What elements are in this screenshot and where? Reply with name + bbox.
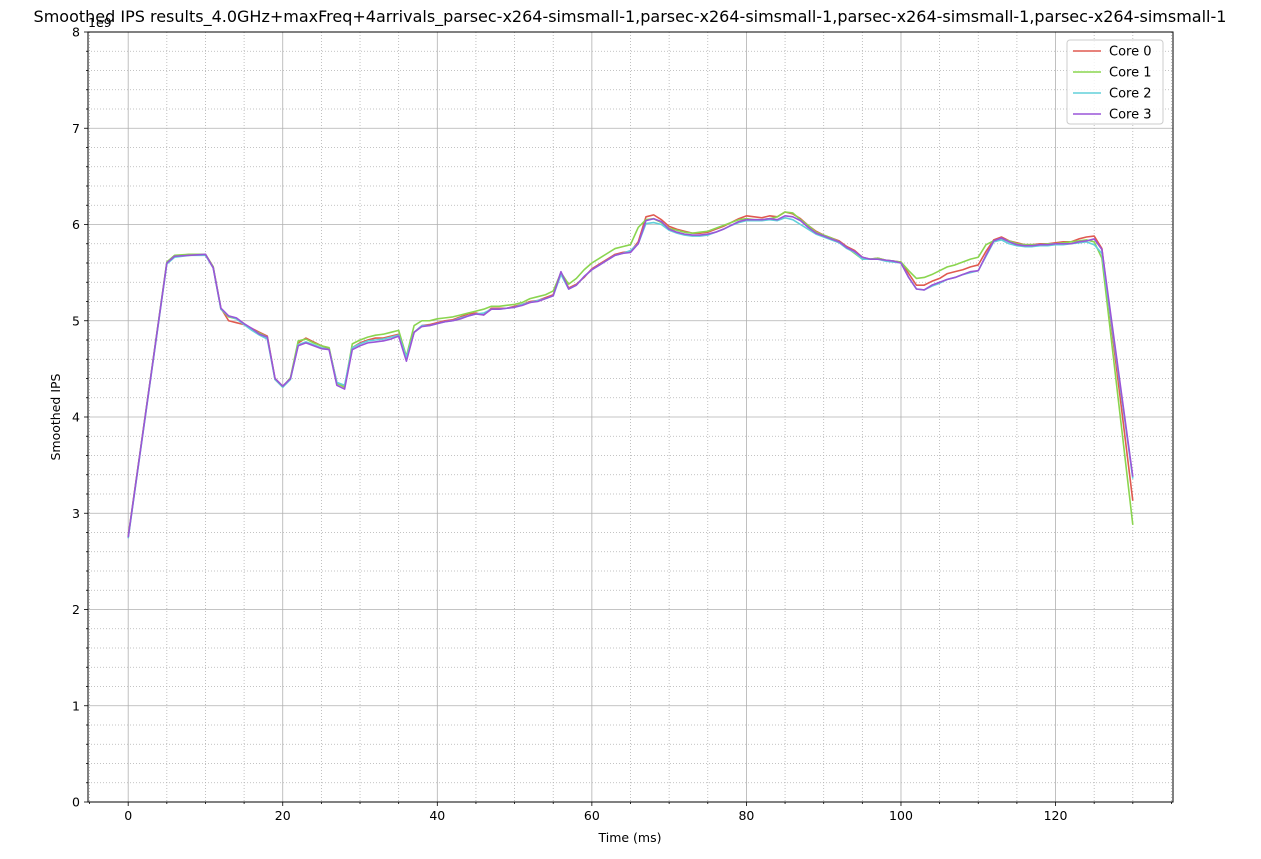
y-axis-label: Smoothed IPS (48, 373, 63, 460)
y-tick-label: 0 (72, 795, 80, 810)
legend-label: Core 1 (1109, 66, 1152, 81)
y-tick-label: 6 (72, 217, 80, 232)
legend-box (1066, 39, 1164, 125)
legend: Core 0 Core 1 Core 2 Core 3 (1066, 39, 1164, 125)
x-tick-label: 60 (584, 808, 600, 823)
y-tick-label: 5 (72, 313, 80, 328)
y-tick-label: 7 (72, 121, 80, 136)
y-tick-label: 8 (72, 25, 80, 40)
y-tick-label: 1 (72, 698, 80, 713)
y-tick-label: 4 (72, 410, 80, 425)
legend-label: Core 2 (1109, 87, 1152, 102)
x-tick-label: 20 (275, 808, 291, 823)
legend-label: Core 3 (1109, 108, 1152, 123)
x-tick-label: 0 (124, 808, 132, 823)
x-tick-label: 100 (889, 808, 913, 823)
y-tick-label: 3 (72, 506, 80, 521)
x-tick-label: 40 (429, 808, 445, 823)
series-line-core-3 (127, 215, 1134, 538)
y-multiplier-label: 1e9 (88, 15, 112, 30)
legend-label: Core 0 (1109, 45, 1152, 60)
y-tick-label: 2 (72, 602, 80, 617)
chart-title: Smoothed IPS results_4.0GHz+maxFreq+4arr… (34, 7, 1227, 27)
x-tick-label: 120 (1044, 808, 1068, 823)
x-tick-label: 80 (738, 808, 754, 823)
x-axis-label: Time (ms) (597, 830, 661, 845)
series-layer (127, 211, 1134, 539)
axis-ticks: 0 20 40 60 80 100 120 0 1 2 3 4 5 6 7 8 (72, 25, 1172, 823)
